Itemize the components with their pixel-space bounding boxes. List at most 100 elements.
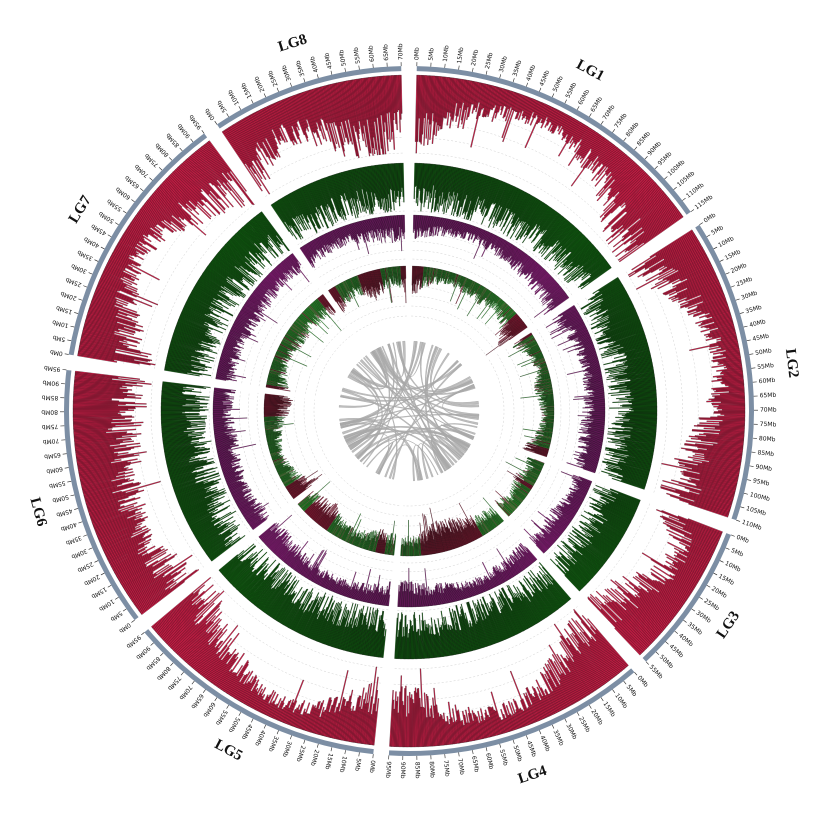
tick-label: 15Mb	[240, 81, 254, 99]
grid-line	[544, 324, 571, 462]
tick-label: 5Mb	[353, 758, 362, 772]
tick-label: 35Mb	[745, 304, 763, 315]
track-3-lg3	[523, 471, 593, 554]
grid-line	[480, 448, 508, 488]
tick-mark	[180, 671, 184, 676]
tick-label: 50Mb	[338, 49, 348, 67]
tick-label: 90Mb	[646, 140, 663, 157]
tick-mark	[730, 534, 735, 537]
grid-line	[324, 258, 406, 285]
grid-line	[577, 302, 610, 475]
tick-mark	[64, 353, 69, 355]
grid-line	[398, 545, 526, 590]
tick-mark	[316, 74, 319, 79]
tick-label: 70Mb	[601, 103, 616, 121]
tick-mark	[179, 147, 183, 152]
ideogram-lg6	[64, 369, 139, 621]
tick-mark	[303, 78, 306, 83]
tick-mark	[472, 750, 474, 755]
tick-label: 0Mb	[703, 212, 718, 225]
tick-label: 40Mb	[309, 55, 320, 73]
label-lg8: LG8	[276, 31, 309, 55]
tick-label: 95Mb	[384, 761, 392, 778]
tick-label: 100Mb	[749, 491, 771, 503]
tick-label: 55Mb	[564, 81, 578, 99]
tick-mark	[747, 479, 752, 481]
grid-line	[397, 562, 540, 612]
tick-mark	[64, 467, 69, 469]
tick-mark	[214, 697, 218, 702]
grid-line	[497, 354, 515, 445]
tick-mark	[226, 704, 229, 709]
tick-mark	[612, 129, 616, 133]
label-lg5: LG5	[212, 736, 245, 764]
track-4-alt-lg6	[263, 416, 302, 487]
tick-mark	[70, 325, 75, 328]
tick-label: 30Mb	[695, 609, 713, 624]
tick-mark	[214, 120, 218, 125]
tick-mark	[730, 285, 735, 288]
tick-label: 85Mb	[165, 131, 181, 148]
tick-label: 15Mb	[90, 585, 108, 600]
grid-line	[400, 525, 509, 564]
tick-mark	[458, 752, 460, 757]
track-4-alt-lg4	[400, 497, 504, 557]
tick-label: 65Mb	[382, 44, 390, 61]
track-3-lg8	[299, 214, 406, 268]
synteny-link	[417, 443, 443, 481]
tick-mark	[276, 87, 279, 92]
tick-mark	[485, 70, 488, 75]
tick-label: 95Mb	[657, 150, 674, 167]
tick-label: 30Mb	[70, 547, 88, 560]
tick-mark	[746, 339, 751, 342]
tick-mark	[682, 197, 686, 201]
tick-label: 10Mb	[227, 88, 241, 106]
tick-label: 60Mb	[758, 377, 775, 385]
grid-line	[525, 471, 568, 535]
tick-label: 100Mb	[667, 159, 687, 178]
grid-line	[402, 497, 485, 527]
grid-line	[513, 465, 552, 522]
tick-mark	[725, 272, 730, 275]
synteny-link	[344, 426, 471, 449]
tick-label: 15Mb	[456, 47, 465, 65]
tick-label: 20Mb	[730, 262, 748, 275]
grid-line	[350, 305, 407, 324]
tick-label: 55Mb	[214, 708, 229, 726]
tick-label: 105Mb	[745, 505, 767, 517]
tick-label: 115Mb	[694, 194, 715, 212]
grid-line	[292, 508, 394, 563]
synteny-link	[432, 352, 471, 391]
tick-mark	[551, 93, 555, 98]
tick-label: 65Mb	[760, 392, 777, 400]
tick-mark	[107, 585, 112, 588]
grid-line	[154, 203, 256, 369]
grid-line	[199, 386, 243, 539]
tick-mark	[94, 560, 99, 563]
grid-line	[399, 539, 520, 581]
track-4-alt-lg1	[421, 266, 517, 329]
grid-line	[283, 396, 310, 487]
tick-mark	[706, 585, 711, 588]
tick-mark	[600, 120, 604, 125]
grid-line	[519, 468, 560, 529]
grid-line	[396, 569, 547, 621]
track-1-lg8	[221, 74, 403, 195]
grid-line	[402, 490, 478, 517]
synteny-link	[345, 373, 379, 444]
tick-label: 10Mb	[97, 597, 115, 612]
tick-mark	[749, 465, 754, 467]
tick-label: 55Mb	[106, 197, 124, 212]
tick-label: 80Mb	[155, 665, 172, 682]
tick-mark	[251, 99, 254, 104]
tick-label: 50Mb	[658, 654, 675, 671]
track-4-alt-lg3	[496, 457, 545, 517]
tick-label: 20Mb	[253, 75, 266, 93]
tick-mark	[539, 87, 542, 92]
grid-line	[232, 267, 304, 382]
grid-line	[295, 318, 341, 393]
tick-label: 10Mb	[717, 235, 735, 249]
grid-line	[278, 519, 392, 580]
tick-mark	[512, 739, 515, 744]
tick-mark	[739, 312, 744, 314]
